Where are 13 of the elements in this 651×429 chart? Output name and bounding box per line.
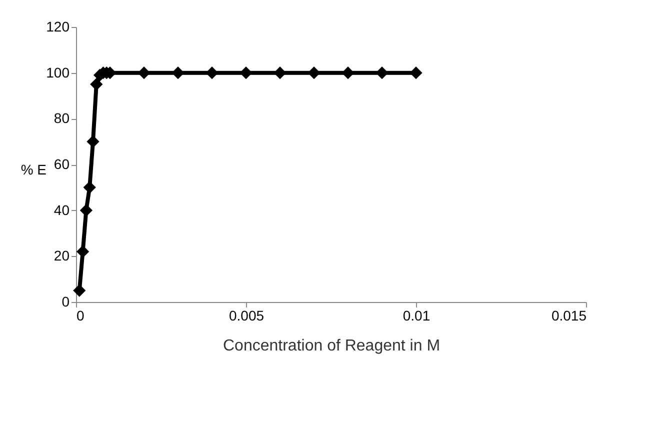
y-tick-label: 60 — [54, 156, 70, 172]
y-tick-label: 80 — [54, 110, 70, 126]
x-tick-label: 0 — [76, 308, 84, 324]
x-axis-title: Concentration of Reagent in M — [222, 338, 440, 354]
y-tick-label: 20 — [54, 248, 70, 264]
x-tick-label: 0.015 — [551, 308, 587, 324]
y-tick-label: 40 — [54, 202, 70, 218]
y-axis-title: % E — [20, 162, 46, 178]
y-tick-label: 100 — [46, 64, 70, 80]
x-tick-label: 0.01 — [402, 308, 430, 324]
y-tick-label: 120 — [46, 18, 70, 34]
x-tick-label: 0.005 — [228, 308, 264, 324]
y-tick-label: 0 — [62, 294, 70, 310]
